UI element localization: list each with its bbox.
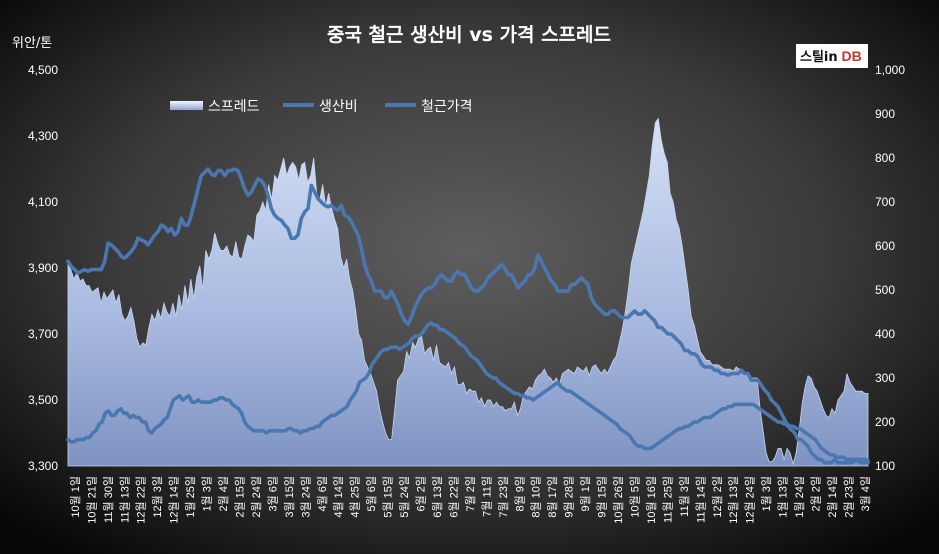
- x-tick-label: 7월 2일: [463, 476, 477, 512]
- y-right-tick-label: 900: [875, 107, 895, 121]
- legend-item-spread: 스프레드: [170, 99, 260, 115]
- legend-swatch-spread: [170, 101, 203, 110]
- legend-item-production-cost: 생산비: [283, 99, 358, 115]
- x-tick-label: 2월 24일: [249, 476, 263, 518]
- y-right-tick-label: 1,000: [875, 63, 905, 77]
- y-left-tick-label: 3,500: [28, 393, 58, 407]
- y-left-tick-label: 3,900: [28, 261, 58, 275]
- x-tick-label: 10월 16일: [644, 476, 658, 524]
- x-tick-label: 7월 23일: [496, 476, 510, 518]
- x-tick-label: 1월 3일: [200, 476, 214, 512]
- chart-title: 중국 철근 생산비 vs 가격 스프레드: [327, 24, 611, 46]
- y-left-tick-label: 4,100: [28, 195, 58, 209]
- y-right-tick-label: 200: [875, 415, 895, 429]
- x-tick-label: 12월 14일: [167, 476, 181, 524]
- y-left-tick-label: 4,300: [28, 129, 58, 143]
- source-logo: 스틸in DB: [796, 44, 868, 68]
- logo-box: [796, 44, 868, 68]
- x-tick-label: 9월 28일: [562, 476, 576, 518]
- y-left-tick-label: 4,500: [28, 63, 58, 77]
- x-tick-label: 12월 22일: [134, 476, 148, 524]
- x-tick-label: 6월 13일: [430, 476, 444, 518]
- x-tick-label: 4월 6일: [315, 476, 329, 512]
- x-tick-label: 12월 13일: [726, 476, 740, 524]
- x-tick-label: 8월 17일: [545, 476, 559, 518]
- x-tick-label: 10월 1일: [68, 476, 82, 518]
- x-tick-label: 7월 11일: [479, 476, 493, 517]
- x-tick-label: 3월 15일: [282, 476, 296, 518]
- y-right-tick-label: 700: [875, 195, 895, 209]
- x-tick-label: 3월 6일: [265, 476, 279, 512]
- x-tick-label: 11월 25일: [660, 476, 674, 523]
- y-left-axis: 3,300 3,500 3,700 3,900 4,100 4,300 4,500: [28, 63, 58, 473]
- x-axis: 10월 1일 10월 21일 11월 30일 11월 13일 12월 22일 12월 3일…: [68, 476, 872, 524]
- y-right-tick-label: 600: [875, 239, 895, 253]
- x-tick-label: 11월 13일: [117, 476, 131, 523]
- y-left-unit: 위안/톤: [12, 36, 52, 51]
- x-tick-label: 10월 26일: [611, 476, 625, 524]
- x-tick-label: 9월 1일: [578, 476, 592, 512]
- x-tick-label: 2월 2일: [809, 476, 823, 512]
- x-tick-label: 10월 5일: [627, 476, 641, 518]
- legend: 스프레드 생산비 철근가격: [170, 99, 473, 115]
- y-right-axis: 100 200 300 400 500 600 700 800 900 1,000: [875, 63, 905, 473]
- x-tick-label: 1월 3일: [759, 476, 773, 512]
- x-tick-label: 5월 6일: [364, 476, 378, 512]
- x-tick-label: 1월 13일: [776, 476, 790, 518]
- series-area-spread: [67, 117, 869, 467]
- x-tick-label: 3월 24일: [298, 476, 312, 518]
- legend-item-rebar-price: 철근가격: [385, 99, 473, 115]
- x-tick-label: 11월 30일: [101, 476, 115, 523]
- y-right-tick-label: 300: [875, 371, 895, 385]
- x-tick-label: 3월 4일: [858, 476, 872, 512]
- x-tick-label: 11월 3일: [677, 476, 691, 517]
- x-tick-label: 1월 24일: [792, 476, 806, 518]
- x-tick-label: 4월 25일: [348, 476, 362, 518]
- x-tick-label: 8월 10일: [529, 476, 543, 518]
- legend-label-rebar-price: 철근가격: [421, 99, 473, 115]
- y-left-tick-label: 3,300: [28, 459, 58, 473]
- x-tick-label: 8월 9일: [512, 476, 526, 512]
- y-right-tick-label: 100: [875, 459, 895, 473]
- plot-area: [66, 117, 870, 467]
- y-left-tick-label: 3,700: [28, 327, 58, 341]
- x-tick-label: 4월 14일: [331, 476, 345, 518]
- y-right-tick-label: 800: [875, 151, 895, 165]
- x-tick-label: 2월 4일: [216, 476, 230, 512]
- x-tick-label: 12월 2일: [710, 476, 724, 518]
- x-tick-label: 9월 15일: [595, 476, 609, 518]
- series-line-production-cost: [66, 167, 870, 465]
- x-tick-label: 2월 14일: [825, 476, 839, 518]
- x-tick-label: 6월 22일: [446, 476, 460, 518]
- legend-label-spread: 스프레드: [208, 99, 260, 115]
- logo-text: 스틸in DB: [800, 48, 862, 65]
- x-tick-label: 11월 14일: [693, 476, 707, 523]
- x-tick-label: 2월 15일: [232, 476, 246, 518]
- x-tick-label: 12월 3일: [150, 476, 164, 518]
- x-tick-label: 10월 21일: [84, 476, 98, 524]
- x-tick-label: 6월 2일: [414, 476, 428, 512]
- x-tick-label: 1월 25일: [183, 476, 197, 518]
- y-right-tick-label: 500: [875, 283, 895, 297]
- x-tick-label: 12월 24일: [743, 476, 757, 524]
- legend-label-production-cost: 생산비: [319, 99, 358, 115]
- x-tick-label: 5월 24일: [397, 476, 411, 518]
- y-right-tick-label: 400: [875, 327, 895, 341]
- x-tick-label: 5월 15일: [381, 476, 395, 518]
- series-line-rebar-price: [66, 321, 870, 463]
- x-tick-label: 2월 23일: [841, 476, 855, 518]
